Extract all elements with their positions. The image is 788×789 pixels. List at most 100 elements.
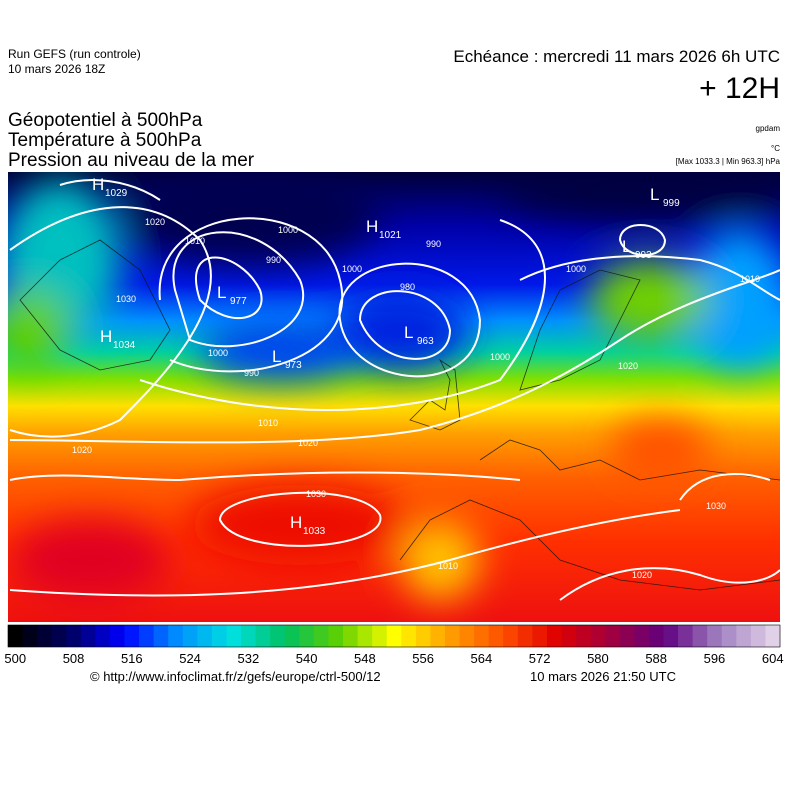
colorbar-frame [7, 624, 781, 648]
colorbar-swatch [736, 625, 752, 647]
colorbar-swatch [386, 625, 402, 647]
colorbar-swatch [182, 625, 198, 647]
isobar-label: 1000 [490, 352, 510, 362]
colorbar-swatch [80, 625, 96, 647]
colorbar-swatch [284, 625, 300, 647]
colorbar-tick-label: 500 [4, 651, 26, 666]
colorbar-swatch [488, 625, 504, 647]
colorbar-swatch [678, 625, 694, 647]
colorbar-tick-label: 532 [237, 651, 259, 666]
colorbar-swatch [765, 625, 781, 647]
isobar-label: 1000 [208, 348, 228, 358]
colorbar-swatch [415, 625, 431, 647]
isobar-label: 1020 [72, 445, 92, 455]
colorbar-swatch [95, 625, 111, 647]
isobar-label: 1000 [342, 264, 362, 274]
pressure-center-kind: L [622, 237, 631, 256]
colorbar-swatch [270, 625, 286, 647]
title-line: Géopotentiel à 500hPa [8, 110, 203, 131]
colorbar-swatch [503, 625, 519, 647]
colorbar-swatch [430, 625, 446, 647]
echeance: Echéance : mercredi 11 mars 2026 6h UTC [453, 47, 780, 66]
map-field [8, 172, 780, 622]
generated-time: 10 mars 2026 21:50 UTC [530, 669, 676, 684]
isobar-label: 1010 [258, 418, 278, 428]
colorbar-swatch [37, 625, 53, 647]
isobar-label: 1010 [185, 236, 205, 246]
title-line: Température à 500hPa [8, 130, 202, 151]
isobar-label: 990 [266, 255, 281, 265]
colorbar-tick-label: 556 [412, 651, 434, 666]
isobar-label: 1030 [706, 501, 726, 511]
pressure-center-kind: L [650, 185, 659, 204]
colorbar-swatch [444, 625, 461, 647]
colorbar-tick-label: 516 [121, 651, 143, 666]
isobar-label: 990 [244, 368, 259, 378]
colorbar-swatch [532, 625, 548, 647]
pressure-center-kind: H [366, 217, 378, 236]
isobar-label: 980 [400, 282, 415, 292]
colorbar-swatch [139, 625, 155, 647]
colorbar-swatch [634, 625, 650, 647]
colorbar-swatch [226, 625, 242, 647]
colorbar-swatch [8, 625, 24, 647]
colorbar-swatch [357, 625, 373, 647]
isobar-label: 1020 [632, 570, 652, 580]
colorbar-swatch [561, 625, 577, 647]
colorbar-swatch [313, 625, 329, 647]
colorbar: 500 508 516 524 532 540 548 556 564 572 580 588 596 6… [4, 624, 784, 666]
isobar-label: 1010 [740, 274, 760, 284]
pressure-center-kind: H [92, 175, 104, 194]
unit-label: [Max 1033.3 | Min 963.3] hPa [676, 157, 781, 166]
unit-label: °C [771, 144, 780, 153]
colorbar-swatch [168, 625, 184, 647]
colorbar-tick-label: 596 [704, 651, 726, 666]
colorbar-tick-label: 572 [529, 651, 551, 666]
pressure-center-value: 1029 [105, 188, 128, 199]
colorbar-swatch [459, 625, 475, 647]
colorbar-swatch [109, 625, 126, 647]
pressure-center-value: 977 [230, 296, 247, 307]
pressure-center-value: 963 [417, 336, 434, 347]
colorbar-tick-label: 548 [354, 651, 376, 666]
colorbar-swatch [619, 625, 635, 647]
pressure-center-kind: H [290, 513, 302, 532]
colorbar-swatch [372, 625, 388, 647]
colorbar-swatch [197, 625, 213, 647]
colorbar-swatch [299, 625, 315, 647]
source-link: © http://www.infoclimat.fr/z/gefs/europe… [90, 669, 381, 684]
pressure-center-kind: L [404, 323, 413, 342]
isobar-label: 990 [426, 239, 441, 249]
colorbar-swatch [590, 625, 606, 647]
colorbar-swatch [605, 625, 621, 647]
pressure-center-kind: L [217, 283, 226, 302]
colorbar-tick-label: 580 [587, 651, 609, 666]
colorbar-swatch [211, 625, 227, 647]
colorbar-tick-label: 540 [296, 651, 318, 666]
isobar-label: 1030 [116, 294, 136, 304]
isobar-label: 1010 [438, 561, 458, 571]
colorbar-swatch [721, 625, 737, 647]
colorbar-swatch [648, 625, 664, 647]
title-line: Pression au niveau de la mer [8, 150, 255, 171]
colorbar-tick-label: 588 [645, 651, 667, 666]
lead-time: + 12H [699, 72, 780, 105]
isobar-label: 1000 [566, 264, 586, 274]
pressure-center-kind: H [100, 327, 112, 346]
pressure-center-value: 1034 [113, 340, 136, 351]
isobar-label: 1020 [298, 438, 318, 448]
colorbar-swatch [153, 625, 169, 647]
isobar-label: 1020 [145, 217, 165, 227]
colorbar-swatch [22, 625, 38, 647]
colorbar-swatch [663, 625, 679, 647]
colorbar-swatch [474, 625, 490, 647]
colorbar-swatch [241, 625, 257, 647]
pressure-center-value: 1033 [303, 526, 326, 537]
unit-label: gpdam [756, 124, 781, 133]
colorbar-swatch [546, 625, 563, 647]
colorbar-swatch [750, 625, 766, 647]
colorbar-tick-label: 508 [63, 651, 85, 666]
